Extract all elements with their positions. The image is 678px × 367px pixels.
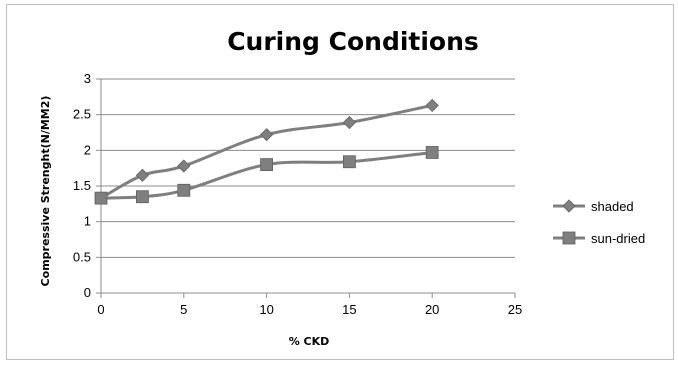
legend-label: shaded bbox=[591, 199, 634, 214]
data-point-sun-dried bbox=[260, 158, 274, 172]
y-tick-label: 2.5 bbox=[73, 107, 91, 122]
series-lines bbox=[94, 98, 439, 205]
x-tick-label: 5 bbox=[180, 302, 187, 317]
legend-marker bbox=[562, 199, 576, 213]
chart-frame: Curing Conditions 0 0.5 1 1.5 2 2.5 3 0 5 10 15 20 2… bbox=[6, 4, 674, 360]
x-tick-label: 20 bbox=[425, 302, 439, 317]
data-point-shaded bbox=[260, 128, 274, 142]
line-chart: Curing Conditions 0 0.5 1 1.5 2 2.5 3 0 5 10 15 20 2… bbox=[39, 27, 645, 348]
series-line-shaded bbox=[100, 103, 433, 200]
gridlines bbox=[101, 78, 515, 258]
legend: shaded sun-dried bbox=[553, 199, 645, 246]
x-tick-label: 0 bbox=[97, 302, 104, 317]
data-point-shaded bbox=[177, 159, 191, 173]
x-tick-label: 10 bbox=[259, 302, 273, 317]
legend-label: sun-dried bbox=[591, 231, 645, 246]
y-tick-label: 0.5 bbox=[73, 249, 91, 264]
series-sun-dried bbox=[94, 146, 439, 205]
data-point-sun-dried bbox=[342, 155, 356, 169]
y-tick-label: 0 bbox=[84, 285, 91, 300]
x-tick-label: 15 bbox=[342, 302, 356, 317]
y-tick-label: 1.5 bbox=[73, 178, 91, 193]
y-axis-title: Compressive Strenght(N/MM2) bbox=[39, 96, 52, 287]
data-point-shaded bbox=[135, 168, 149, 182]
y-tick-label: 1 bbox=[84, 214, 91, 229]
chart-title: Curing Conditions bbox=[227, 27, 479, 56]
data-point-sun-dried bbox=[94, 191, 108, 205]
axes: 0 0.5 1 1.5 2 2.5 3 0 5 10 15 20 25 bbox=[73, 71, 522, 317]
x-tick-label: 25 bbox=[508, 302, 522, 317]
data-point-sun-dried bbox=[425, 146, 439, 159]
x-axis-title: % CKD bbox=[289, 335, 330, 348]
legend-item-shaded: shaded bbox=[553, 199, 634, 214]
data-point-sun-dried bbox=[177, 183, 191, 197]
y-tick-label: 3 bbox=[84, 71, 91, 86]
data-point-sun-dried bbox=[135, 190, 149, 204]
legend-item-sun-dried: sun-dried bbox=[553, 231, 645, 246]
legend-marker bbox=[562, 231, 576, 245]
y-tick-label: 2 bbox=[84, 142, 91, 157]
data-point-shaded bbox=[425, 98, 439, 112]
data-point-shaded bbox=[342, 115, 356, 130]
